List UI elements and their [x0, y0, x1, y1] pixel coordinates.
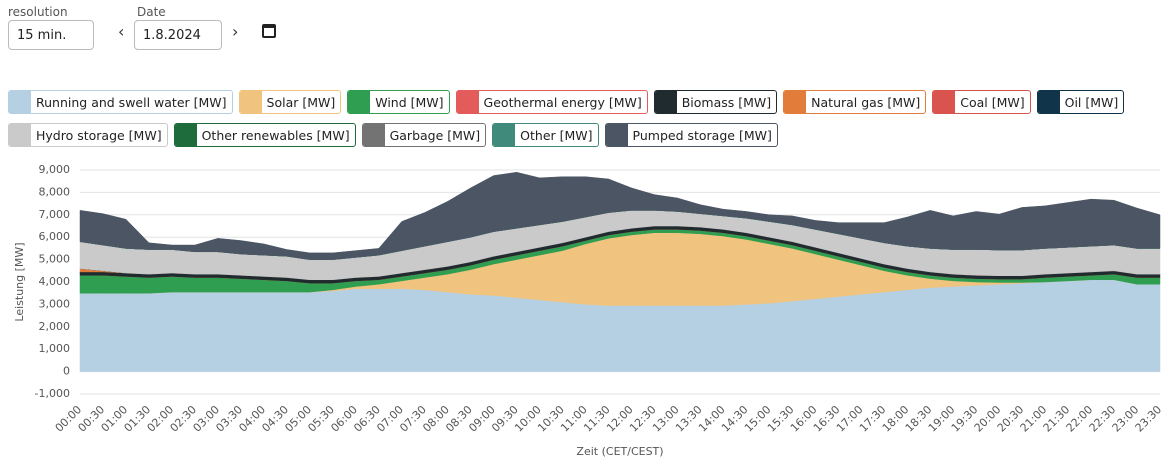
- legend-item[interactable]: Other renewables [MW]: [173, 123, 356, 147]
- legend-item[interactable]: Geothermal energy [MW]: [455, 90, 648, 114]
- legend-item[interactable]: Wind [MW]: [347, 90, 450, 114]
- next-day[interactable]: ›: [232, 22, 239, 41]
- legend-icon: [239, 91, 262, 113]
- legend-icon: [493, 124, 516, 146]
- legend-icon: [348, 91, 371, 113]
- legend-icon: [456, 91, 479, 113]
- legend-label: Running and swell water [MW]: [36, 94, 227, 110]
- x-axis-label: Zeit (CET/CEST): [576, 445, 663, 458]
- legend-label: Coal [MW]: [960, 94, 1025, 110]
- legend-label: Other [MW]: [520, 127, 593, 143]
- legend-icon: [784, 91, 807, 113]
- legend-label: Natural gas [MW]: [811, 94, 921, 110]
- y-tick-label: 7,000: [39, 208, 71, 221]
- legend-item[interactable]: Natural gas [MW]: [783, 90, 927, 114]
- resolution-label: resolution: [8, 5, 68, 19]
- y-tick-label: 4,000: [39, 275, 71, 288]
- legend-icon: [9, 124, 31, 146]
- y-tick-label: 3,000: [39, 297, 71, 310]
- legend-item[interactable]: Hydro storage [MW]: [8, 123, 168, 147]
- legend-label: Pumped storage [MW]: [632, 127, 772, 143]
- calendar-icon[interactable]: [262, 24, 276, 38]
- legend-item[interactable]: Garbage [MW]: [361, 123, 487, 147]
- y-tick-label: 9,000: [39, 163, 71, 176]
- legend-item[interactable]: Other [MW]: [492, 123, 599, 147]
- legend-item[interactable]: Coal [MW]: [932, 90, 1031, 114]
- legend-label: Biomass [MW]: [681, 94, 772, 110]
- y-tick-label: 2,000: [39, 320, 71, 333]
- y-axis-label: Leistung [MW]: [13, 242, 26, 321]
- x-tick-label: 23:30: [1133, 403, 1163, 435]
- legend-label: Other renewables [MW]: [201, 127, 350, 143]
- resolution-select[interactable]: 15 min.: [8, 20, 94, 50]
- y-tick-label: 1,000: [39, 342, 71, 355]
- date-input[interactable]: 1.8.2024: [134, 20, 222, 50]
- legend-item[interactable]: Oil [MW]: [1036, 90, 1125, 114]
- y-tick-label: 5,000: [39, 253, 71, 266]
- legend-label: Wind [MW]: [375, 94, 444, 110]
- y-tick-label: -1,000: [35, 387, 70, 400]
- legend-label: Geothermal energy [MW]: [483, 94, 642, 110]
- legend-icon: [174, 124, 197, 146]
- legend-icon: [1037, 91, 1060, 113]
- legend-item[interactable]: Solar [MW]: [238, 90, 342, 114]
- legend-label: Garbage [MW]: [389, 127, 481, 143]
- legend-item[interactable]: Biomass [MW]: [653, 90, 778, 114]
- legend-icon: [933, 91, 956, 113]
- legend-icon: [605, 124, 628, 146]
- legend-icon: [654, 91, 677, 113]
- legend-item[interactable]: Pumped storage [MW]: [604, 123, 778, 147]
- legend-icon: [362, 124, 385, 146]
- date-label: Date: [137, 5, 166, 19]
- legend-label: Solar [MW]: [266, 94, 336, 110]
- area: [79, 171, 1161, 260]
- legend-label: Oil [MW]: [1064, 94, 1119, 110]
- legend-icon: [9, 91, 31, 113]
- y-tick-label: 6,000: [39, 230, 71, 243]
- legend: Running and swell water [MW] Solar [MW] Wi…: [8, 90, 1158, 147]
- legend-label: Hydro storage [MW]: [36, 127, 162, 143]
- legend-item[interactable]: Running and swell water [MW]: [8, 90, 233, 114]
- prev-day[interactable]: ‹: [118, 22, 125, 41]
- y-tick-label: 0: [63, 365, 70, 378]
- y-tick-label: 8,000: [39, 185, 71, 198]
